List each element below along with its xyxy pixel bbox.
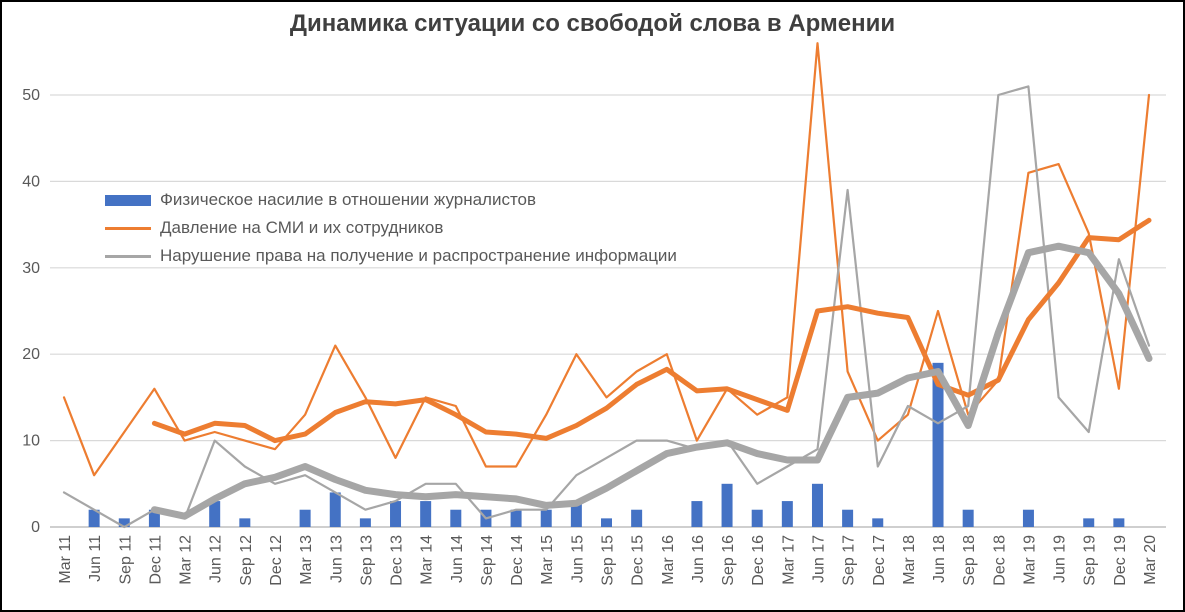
- x-tick-label: Sep 14: [479, 535, 496, 586]
- x-tick-label: Dec 16: [750, 535, 767, 586]
- bar-physical-violence[interactable]: [721, 483, 733, 527]
- x-tick-label: Dec 14: [509, 535, 526, 586]
- line-info-rights[interactable]: [62, 85, 1151, 529]
- bar-physical-violence[interactable]: [1083, 518, 1095, 527]
- bar-physical-violence[interactable]: [510, 509, 522, 527]
- legend-item-pressure[interactable]: Давление на СМИ и их сотрудников: [105, 214, 677, 242]
- bar-physical-violence[interactable]: [359, 518, 371, 527]
- y-tick-label: 10: [22, 433, 40, 450]
- x-tick-label: Jun 18: [931, 535, 948, 583]
- y-tick-label: 50: [22, 87, 40, 104]
- bar-physical-violence[interactable]: [631, 509, 643, 527]
- bar-physical-violence[interactable]: [811, 483, 823, 527]
- x-tick-label: Sep 13: [358, 535, 375, 586]
- x-tick-label: Dec 18: [991, 535, 1008, 586]
- bar-physical-violence[interactable]: [329, 492, 341, 527]
- legend-label: Давление на СМИ и их сотрудников: [160, 218, 444, 237]
- x-tick-label: Sep 12: [238, 535, 255, 586]
- legend-item-violence[interactable]: Физическое насилие в отношении журналист…: [105, 186, 677, 214]
- x-tick-label: Dec 12: [268, 535, 285, 586]
- bar-physical-violence[interactable]: [390, 501, 402, 527]
- x-tick-label: Mar 11: [57, 535, 74, 584]
- x-tick-label: Sep 18: [961, 535, 978, 586]
- x-tick-label: Dec 19: [1112, 535, 1129, 586]
- x-tick-label: Sep 15: [600, 535, 617, 586]
- bar-physical-violence[interactable]: [932, 362, 944, 527]
- x-tick-label: Mar 19: [1021, 535, 1038, 585]
- x-tick-label: Sep 11: [117, 535, 134, 585]
- y-tick-label: 0: [31, 519, 40, 536]
- y-tick-label: 40: [22, 173, 40, 190]
- x-tick-label: Mar 15: [539, 535, 556, 585]
- bar-physical-violence[interactable]: [209, 501, 221, 527]
- bar-physical-violence[interactable]: [1022, 509, 1034, 527]
- bar-physical-violence[interactable]: [601, 518, 612, 527]
- legend-item-info-rights[interactable]: Нарушение права на получение и распростр…: [105, 242, 677, 270]
- x-tick-label: Dec 13: [389, 535, 406, 586]
- line-swatch-icon: [105, 226, 151, 230]
- bar-physical-violence[interactable]: [299, 509, 311, 527]
- bar-physical-violence[interactable]: [540, 509, 552, 527]
- x-tick-label: Jun 12: [208, 535, 225, 583]
- x-tick-label: Jun 19: [1052, 535, 1069, 583]
- bar-physical-violence[interactable]: [1113, 518, 1125, 527]
- x-tick-label: Dec 15: [630, 535, 647, 586]
- x-tick-label: Jun 14: [449, 535, 466, 583]
- x-tick-label: Mar 17: [780, 535, 797, 585]
- bar-physical-violence[interactable]: [781, 501, 793, 527]
- bar-physical-violence[interactable]: [751, 509, 763, 527]
- x-tick-label: Dec 11: [147, 535, 164, 585]
- x-tick-label: Mar 14: [419, 535, 436, 585]
- legend-label: Физическое насилие в отношении журналист…: [160, 190, 537, 209]
- x-tick-label: Mar 18: [901, 535, 918, 585]
- y-tick-label: 30: [22, 260, 40, 277]
- bar-swatch-icon: [105, 194, 151, 206]
- x-tick-label: Mar 16: [660, 535, 677, 585]
- x-tick-label: Jun 15: [569, 535, 586, 583]
- bar-physical-violence[interactable]: [842, 509, 854, 527]
- x-tick-label: Mar 12: [178, 535, 195, 585]
- x-tick-label: Sep 16: [720, 535, 737, 586]
- bar-physical-violence[interactable]: [962, 509, 974, 527]
- bar-physical-violence[interactable]: [88, 509, 100, 527]
- bar-physical-violence[interactable]: [450, 509, 462, 527]
- bar-physical-violence[interactable]: [239, 518, 251, 527]
- x-tick-label: Mar 20: [1142, 535, 1159, 585]
- line-swatch-icon: [105, 254, 151, 258]
- bar-physical-violence[interactable]: [872, 518, 884, 527]
- bar-physical-violence[interactable]: [148, 509, 160, 527]
- trendline-ma4-info-rights[interactable]: [150, 242, 1153, 520]
- x-tick-label: Jun 16: [690, 535, 707, 583]
- legend: Физическое насилие в отношении журналист…: [105, 186, 677, 270]
- x-tick-label: Mar 13: [298, 535, 315, 585]
- legend-label: Нарушение права на получение и распростр…: [160, 246, 677, 265]
- bar-physical-violence[interactable]: [420, 501, 432, 527]
- x-tick-label: Jun 17: [810, 535, 827, 583]
- x-tick-label: Dec 17: [871, 535, 888, 586]
- x-tick-label: Sep 17: [841, 535, 858, 586]
- x-tick-label: Jun 11: [87, 535, 104, 582]
- bar-physical-violence[interactable]: [691, 501, 703, 527]
- bar-physical-violence[interactable]: [118, 518, 130, 527]
- y-tick-label: 20: [22, 346, 40, 363]
- x-tick-label: Sep 19: [1082, 535, 1099, 586]
- bar-physical-violence[interactable]: [570, 501, 582, 527]
- x-tick-label: Jun 13: [328, 535, 345, 583]
